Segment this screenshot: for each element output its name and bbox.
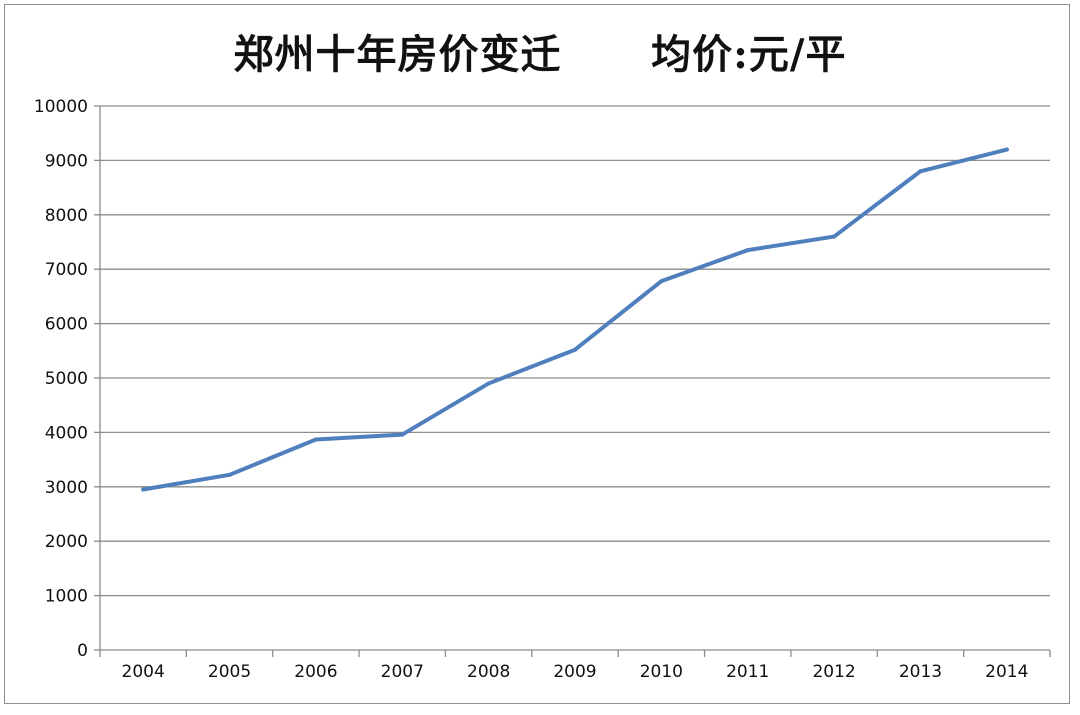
data-point bbox=[573, 347, 577, 352]
x-tick-label: 2012 bbox=[812, 662, 855, 682]
y-tick-label: 6000 bbox=[45, 315, 88, 335]
y-tick-label: 2000 bbox=[45, 532, 88, 552]
y-tick-label: 7000 bbox=[45, 260, 88, 280]
data-point bbox=[918, 169, 923, 174]
x-tick-label: 2007 bbox=[381, 662, 424, 682]
data-point bbox=[227, 472, 232, 477]
y-tick-label: 1000 bbox=[45, 587, 88, 607]
chart-title: 郑州十年房价变迁 均价:元/平 bbox=[233, 31, 847, 78]
y-tick-label: 0 bbox=[77, 641, 88, 661]
x-tick-label: 2004 bbox=[122, 662, 165, 682]
data-point bbox=[400, 432, 405, 437]
series-line-0 bbox=[141, 147, 1009, 492]
y-tick-label: 4000 bbox=[45, 423, 88, 443]
x-tick-label: 2010 bbox=[640, 662, 683, 682]
x-tick-label: 2009 bbox=[553, 662, 596, 682]
x-tick-label: 2013 bbox=[899, 662, 942, 682]
data-point bbox=[745, 248, 750, 253]
data-point bbox=[832, 234, 837, 239]
y-tick-label: 8000 bbox=[45, 206, 88, 226]
y-tick-label: 10000 bbox=[34, 97, 88, 117]
x-tick-label: 2014 bbox=[985, 662, 1028, 682]
y-tick-label: 9000 bbox=[45, 151, 88, 171]
x-tick-label: 2011 bbox=[726, 662, 769, 682]
axis-layer bbox=[94, 105, 1051, 657]
x-tick-label: 2006 bbox=[294, 662, 337, 682]
series-layer bbox=[141, 147, 1009, 492]
data-point bbox=[1004, 147, 1009, 152]
y-tick-label: 3000 bbox=[45, 478, 88, 498]
data-point bbox=[141, 487, 146, 492]
y-tick-label: 5000 bbox=[45, 369, 88, 389]
data-point bbox=[659, 279, 664, 284]
chart-frame bbox=[4, 4, 1070, 704]
data-point bbox=[486, 381, 491, 386]
x-tick-label: 2005 bbox=[208, 662, 251, 682]
label-layer: 0 1000 2000 3000 4000 5000 6000 7000 8000 9000 100… bbox=[34, 97, 1029, 682]
x-tick-label: 2008 bbox=[467, 662, 510, 682]
data-point bbox=[313, 437, 318, 442]
grid-layer bbox=[100, 105, 1050, 597]
